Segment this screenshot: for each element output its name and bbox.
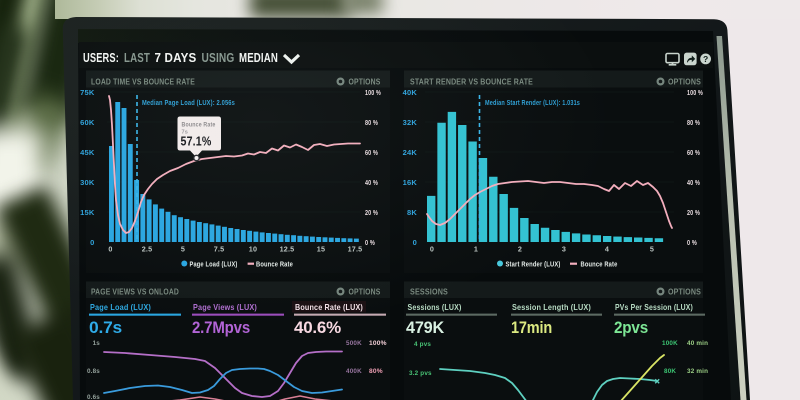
svg-text:4: 4 (605, 245, 609, 254)
svg-text:0.7s: 0.7s (89, 319, 122, 337)
svg-text:400K: 400K (346, 368, 362, 375)
svg-text:4 pvs: 4 pvs (414, 341, 431, 348)
svg-text:40 %: 40 % (687, 178, 700, 187)
svg-text:5: 5 (650, 245, 654, 254)
svg-text:0 %: 0 % (687, 238, 697, 247)
svg-text:OPTIONS: OPTIONS (668, 287, 701, 297)
svg-text:0.6s: 0.6s (87, 394, 100, 400)
svg-text:80 %: 80 % (687, 118, 700, 127)
svg-text:Session Length (LUX): Session Length (LUX) (512, 303, 591, 312)
svg-text:40 min: 40 min (687, 340, 708, 347)
svg-text:60 %: 60 % (687, 148, 700, 157)
svg-text:100 %: 100 % (687, 88, 703, 97)
svg-text:OPTIONS: OPTIONS (668, 77, 701, 87)
svg-text:80K: 80K (664, 368, 676, 375)
svg-text:0.8s: 0.8s (87, 368, 100, 375)
svg-text:?: ? (703, 54, 708, 64)
svg-text:PVs Per Session (LUX): PVs Per Session (LUX) (615, 303, 693, 312)
svg-text:2pvs: 2pvs (614, 319, 648, 337)
svg-text:20 %: 20 % (687, 208, 700, 217)
svg-text:100%: 100% (369, 340, 387, 347)
svg-text:32 min: 32 min (687, 368, 708, 375)
svg-text:Sessions (LUX): Sessions (LUX) (408, 303, 462, 312)
svg-text:Start Render (LUX): Start Render (LUX) (506, 260, 561, 269)
svg-text:3.2 pvs: 3.2 pvs (409, 370, 432, 377)
svg-text:500K: 500K (346, 340, 362, 347)
svg-text:80%: 80% (369, 368, 383, 375)
svg-text:3: 3 (562, 245, 566, 254)
svg-text:479K: 479K (406, 319, 444, 337)
svg-text:1s: 1s (93, 340, 101, 347)
svg-text:17min: 17min (511, 319, 552, 337)
svg-text:100K: 100K (662, 340, 678, 347)
svg-text:Bounce Rate: Bounce Rate (581, 260, 618, 269)
